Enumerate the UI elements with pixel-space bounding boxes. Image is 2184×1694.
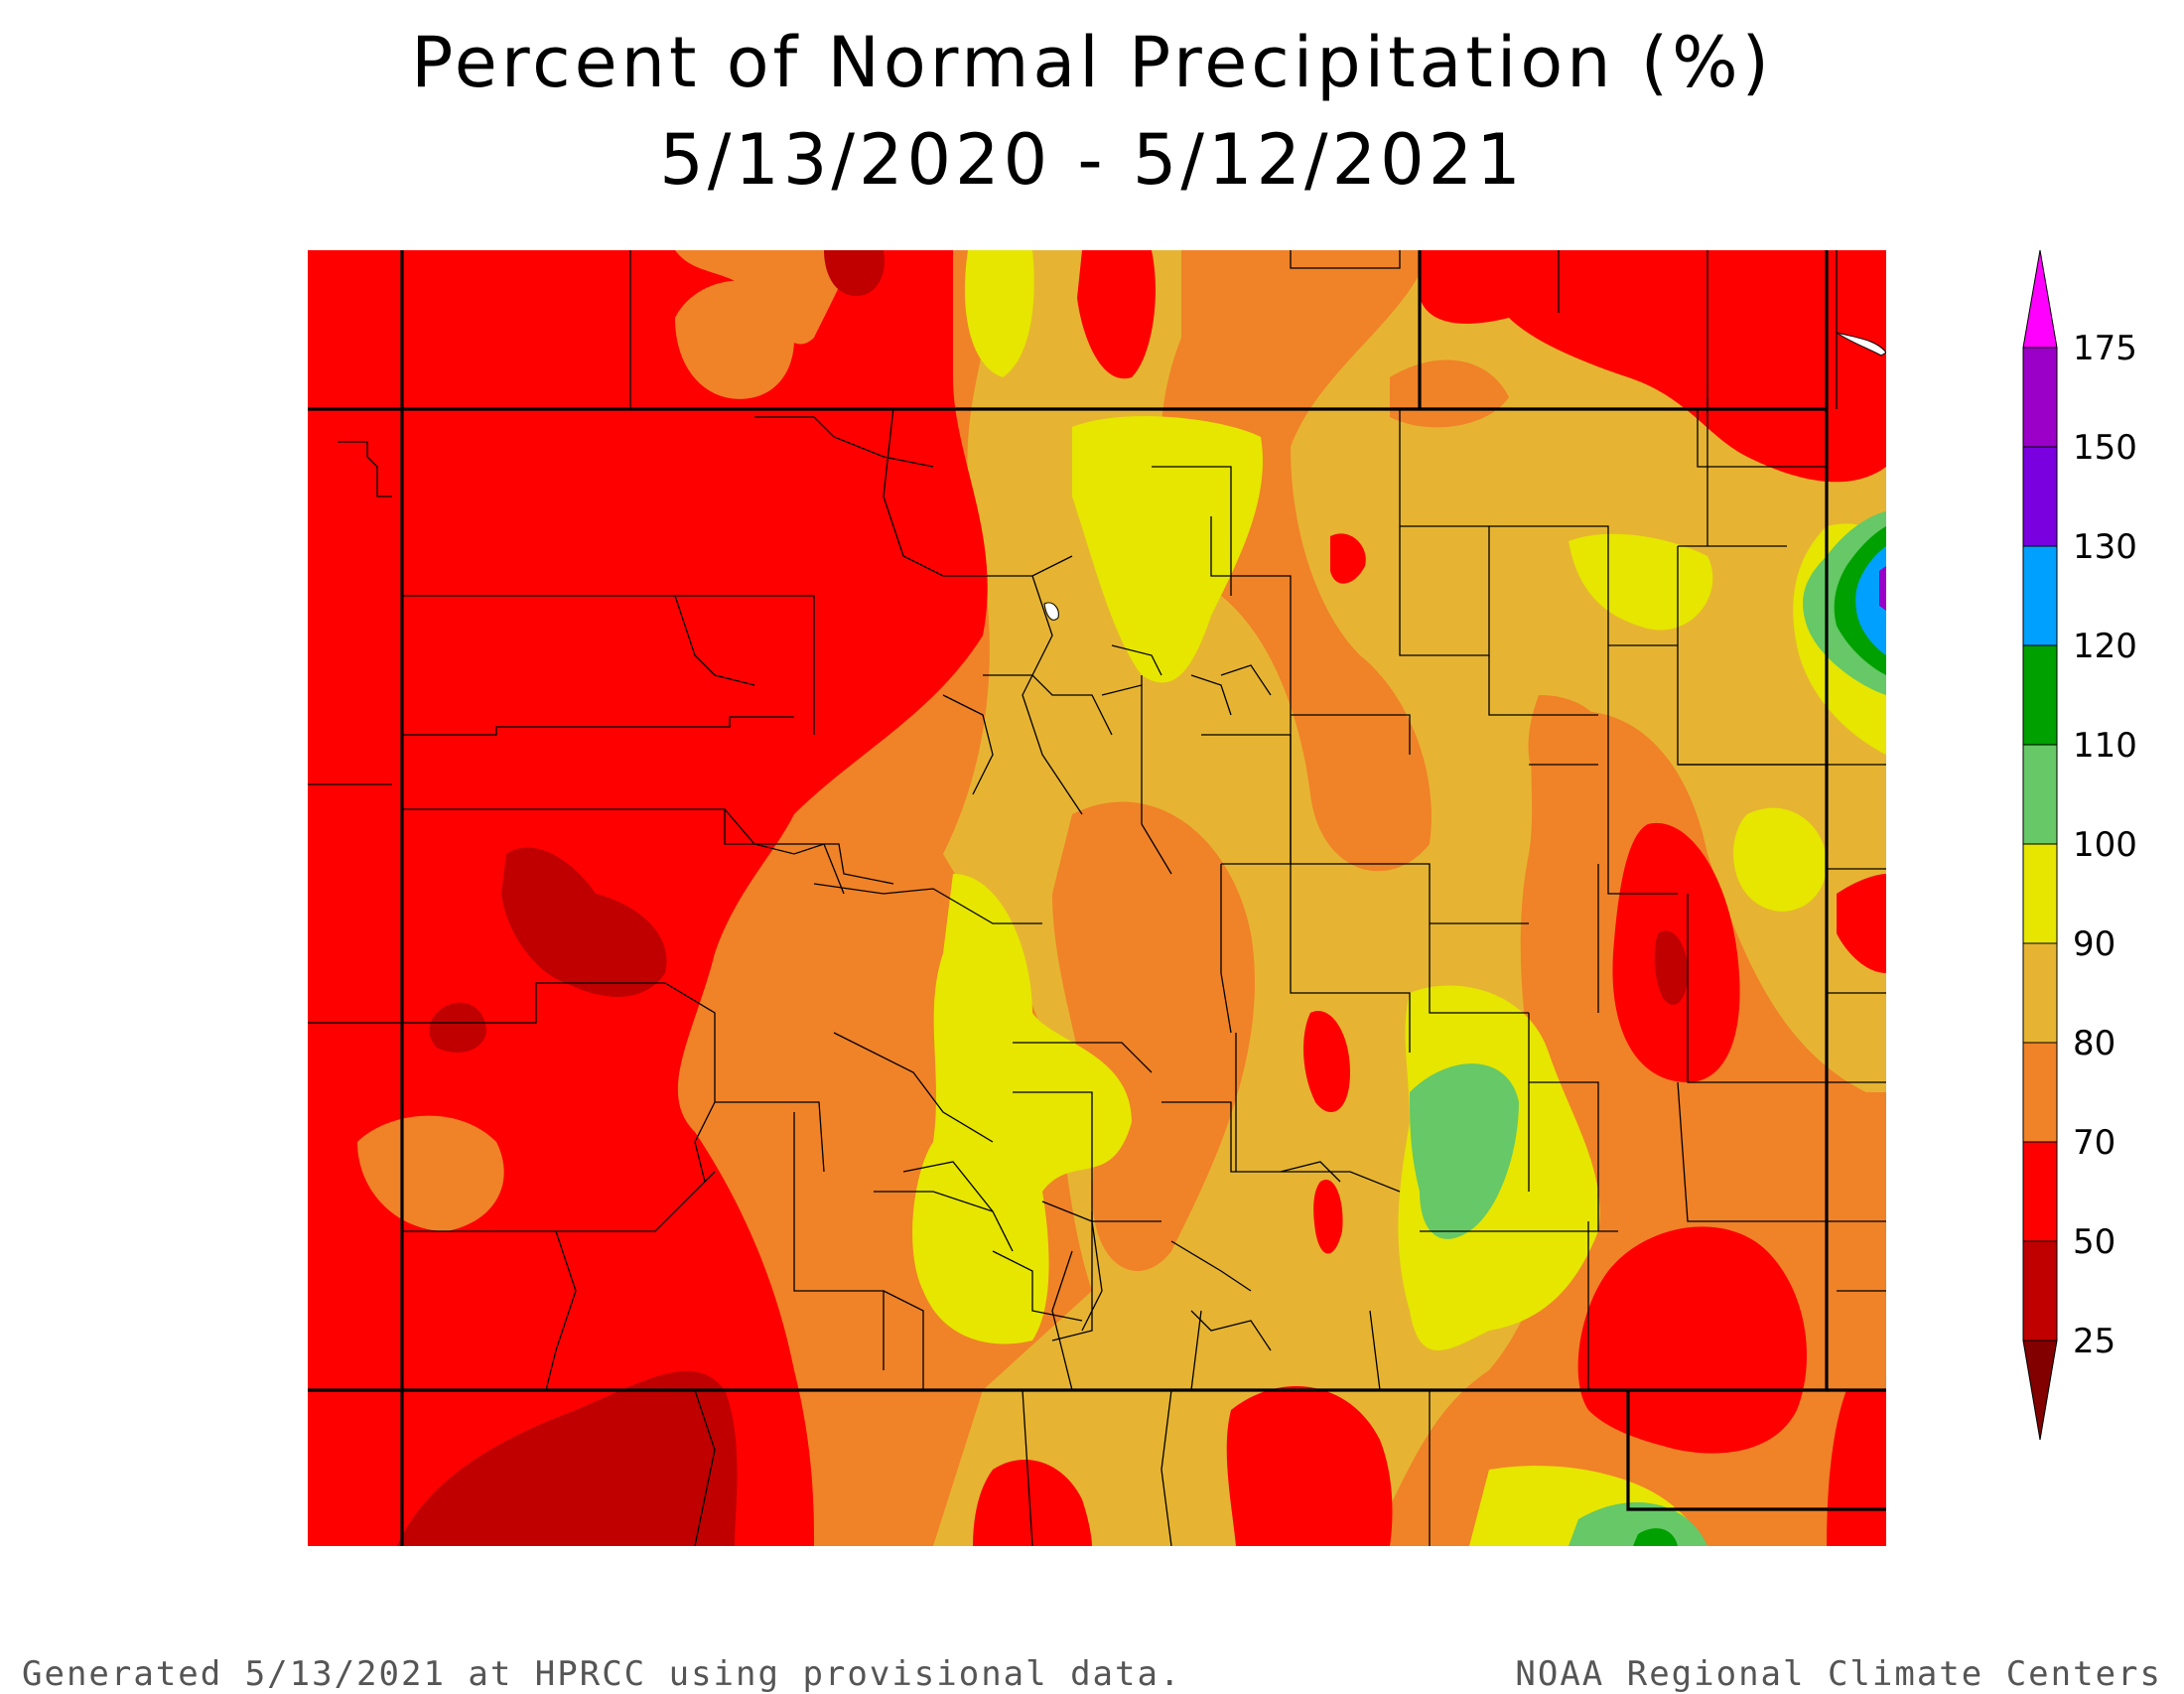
zone-50-70 bbox=[1303, 1011, 1350, 1112]
legend-label: 25 bbox=[2073, 1322, 2116, 1361]
legend-arrow-bottom bbox=[2022, 1340, 2058, 1441]
zone-25-50 bbox=[1654, 930, 1688, 1005]
zone-50-70 bbox=[1226, 1386, 1393, 1546]
legend-label: 70 bbox=[2073, 1123, 2116, 1163]
lake bbox=[1836, 332, 1886, 356]
zone-50-70 bbox=[308, 250, 988, 1546]
legend-label: 100 bbox=[2073, 825, 2137, 865]
zone-70-80 bbox=[1160, 250, 1432, 872]
zone-25-50 bbox=[824, 250, 885, 297]
zone-90-100 bbox=[912, 874, 1132, 1344]
legend-label: 120 bbox=[2073, 627, 2137, 666]
legend-label: 130 bbox=[2073, 527, 2137, 567]
zone-130-150 bbox=[1879, 566, 1886, 611]
legend-label: 110 bbox=[2073, 726, 2137, 766]
legend-arrow-top bbox=[2022, 249, 2058, 349]
legend-swatch bbox=[2022, 942, 2058, 1044]
state-borders bbox=[308, 250, 1886, 1546]
zone-25-50 bbox=[397, 1370, 738, 1546]
legend-swatch bbox=[2022, 545, 2058, 646]
zone-120-130 bbox=[1855, 546, 1886, 655]
legend-swatch bbox=[2022, 843, 2058, 944]
zone-50-70 bbox=[1330, 533, 1366, 584]
legend-swatch bbox=[2022, 1042, 2058, 1143]
legend-swatch bbox=[2022, 1240, 2058, 1341]
zone-25-50 bbox=[429, 1002, 486, 1053]
precipitation-contours bbox=[308, 250, 1886, 1546]
legend-swatch bbox=[2022, 446, 2058, 547]
zone-50-70 bbox=[1837, 874, 1886, 973]
zone-90-100 bbox=[1569, 533, 1713, 631]
zone-100-110 bbox=[1569, 1501, 1707, 1546]
zone-70-80 bbox=[675, 280, 794, 399]
source-credit: NOAA Regional Climate Centers bbox=[1515, 1654, 2162, 1694]
zone-70-80 bbox=[357, 1115, 504, 1231]
legend-swatch bbox=[2022, 347, 2058, 448]
legend-label: 90 bbox=[2073, 924, 2116, 964]
zone-50-70 bbox=[973, 1460, 1092, 1546]
legend-swatch bbox=[2022, 744, 2058, 845]
legend-swatch bbox=[2022, 644, 2058, 746]
zone-25-50 bbox=[501, 847, 667, 997]
legend-label: 80 bbox=[2073, 1024, 2116, 1063]
zone-90-100 bbox=[964, 250, 1034, 377]
legend-label: 50 bbox=[2073, 1222, 2116, 1262]
map-title: Percent of Normal Precipitation (%) bbox=[411, 22, 1773, 103]
zone-50-70 bbox=[1420, 250, 1886, 483]
zone-green bbox=[1633, 1528, 1678, 1546]
legend-swatch bbox=[2022, 1141, 2058, 1242]
zone-100-110 bbox=[1410, 1063, 1519, 1239]
zone-50-70 bbox=[1577, 1226, 1807, 1454]
generated-note: Generated 5/13/2021 at HPRCC using provi… bbox=[22, 1654, 1182, 1694]
legend-label: 150 bbox=[2073, 428, 2137, 468]
zone-50-70 bbox=[1077, 250, 1156, 379]
zone-90-100 bbox=[1072, 416, 1263, 683]
zone-50-70 bbox=[1827, 1390, 1886, 1546]
date-range: 5/13/2020 - 5/12/2021 bbox=[659, 119, 1525, 201]
zone-90-100 bbox=[1733, 807, 1827, 912]
legend-label: 175 bbox=[2073, 329, 2137, 368]
zone-50-70 bbox=[1313, 1180, 1343, 1254]
lake bbox=[1043, 602, 1059, 621]
